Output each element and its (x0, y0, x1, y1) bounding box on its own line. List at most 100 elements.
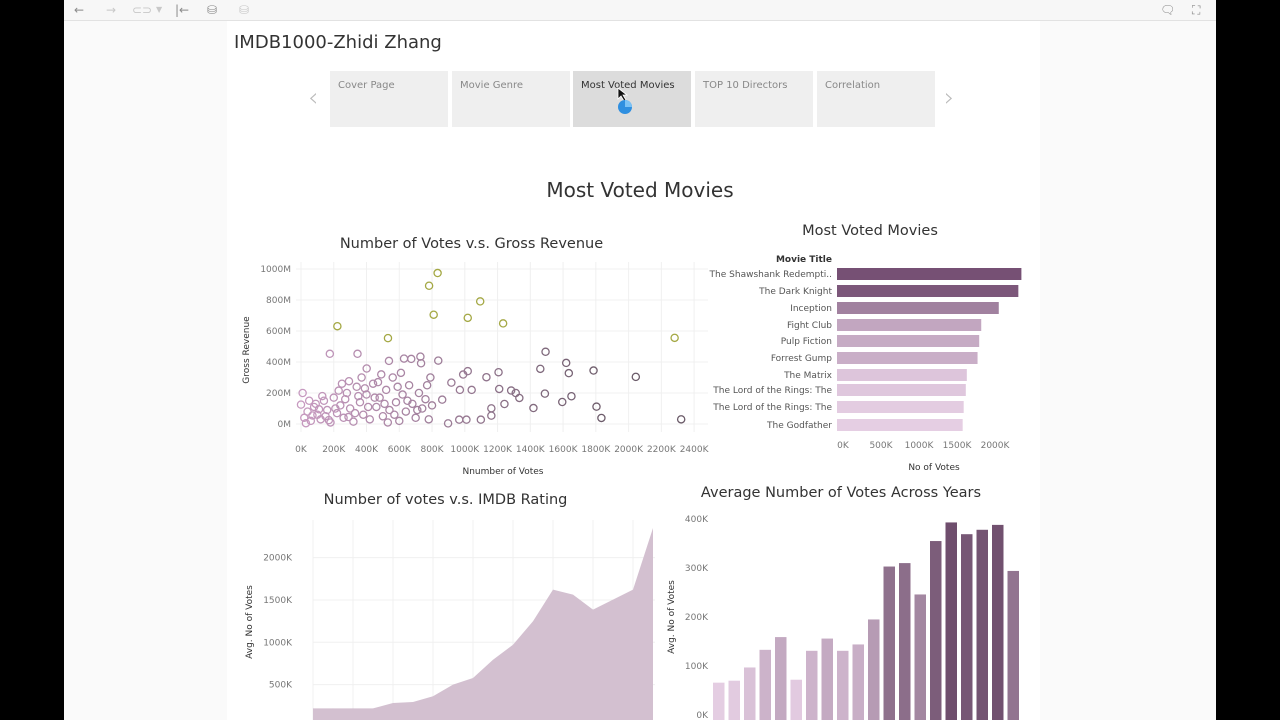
scatter-point (424, 281, 434, 290)
redo-icon[interactable]: ⊂⊃ (132, 3, 153, 17)
scatter-point (414, 388, 424, 398)
scatter-point (476, 415, 486, 424)
scatter-point (357, 373, 366, 382)
back-arrow-icon[interactable]: ← (74, 3, 85, 17)
scatter-point (344, 376, 354, 386)
x-tick-label: 200K (322, 445, 346, 455)
movie-votes-bar (837, 384, 966, 396)
scatter-point (454, 415, 464, 424)
scatter-point (511, 388, 520, 398)
y-tick-label: 1500K (263, 596, 293, 606)
year-bar (976, 529, 988, 720)
x-tick-label: 2000K (981, 441, 1011, 451)
movie-votes-bar (837, 302, 999, 314)
scatter-point (670, 333, 679, 343)
movie-title-label: Pulp Fiction (781, 337, 832, 347)
scatter-point (458, 370, 468, 379)
scatter-point (378, 411, 388, 421)
y-tick-label: 500K (269, 681, 293, 691)
x-tick-label: 2200K (647, 445, 677, 455)
scatter-point (462, 415, 471, 424)
scatter-point (390, 410, 399, 419)
x-tick-label: 2400K (680, 445, 710, 455)
row-header: Movie Title (776, 255, 832, 265)
scatter-point (455, 385, 465, 395)
tab-most-voted-movies[interactable]: Most Voted Movies (573, 71, 691, 127)
year-bar (992, 524, 1004, 720)
scatter-point (536, 364, 545, 374)
scatter-point (352, 382, 361, 392)
pause-updates-icon[interactable]: ⛁ (239, 3, 250, 17)
scatter-point (325, 349, 335, 359)
toolbar: ← → ⊂⊃ ▼ |← ⛁ ⛁ 🗨 ⛶ (64, 0, 1216, 21)
scatter-point (368, 379, 378, 388)
comment-icon[interactable]: 🗨 (1160, 3, 1176, 17)
x-tick-label: 1000K (450, 445, 480, 455)
scatter-point (463, 313, 472, 323)
movie-votes-bar (837, 285, 1019, 297)
scatter-point (434, 356, 443, 365)
scatter-point (372, 402, 381, 412)
scatter-point (482, 372, 491, 382)
scatter-point (296, 400, 306, 409)
movie-votes-bar (837, 268, 1022, 280)
year-bar (713, 682, 725, 720)
fullscreen-icon[interactable]: ⛶ (1192, 3, 1201, 17)
movie-votes-bar (837, 419, 963, 431)
tab-correlation[interactable]: Correlation (817, 71, 935, 127)
scatter-point (475, 297, 485, 306)
scatter-point (395, 416, 404, 426)
scatter-point (540, 389, 550, 398)
revert-start-icon[interactable]: |← (175, 3, 190, 17)
scatter-point (406, 354, 416, 364)
year-bar (868, 619, 880, 720)
x-tick-label: 1200K (483, 445, 513, 455)
scatter-point (385, 405, 394, 415)
scatter-point (326, 418, 335, 427)
scatter-point (342, 388, 352, 398)
y-tick-label: 2000K (263, 554, 293, 564)
scatter-point (498, 319, 508, 328)
x-tick-label: 400K (355, 445, 379, 455)
movie-title-label: The Lord of the Rings: The (712, 403, 832, 413)
scatter-point (363, 402, 373, 412)
year-bar (728, 680, 740, 720)
scatter-point (308, 411, 317, 420)
x-tick-label: 800K (420, 445, 444, 455)
dropdown-icon[interactable]: ▼ (156, 5, 163, 14)
scatter-point (592, 402, 601, 411)
forward-arrow-icon[interactable]: → (106, 3, 117, 17)
year-bar (821, 638, 833, 720)
movie-title-label: The Lord of the Rings: The (712, 386, 832, 396)
loading-cursor-icon (617, 87, 632, 114)
scatter-point (381, 385, 391, 395)
scatter-point (422, 380, 432, 390)
scatter-point (324, 415, 334, 425)
scatter-chart: 0K 200K 400K 600K 800K 1000K 1200K 1400K 1600K 18… (242, 262, 710, 477)
scatter-point (437, 395, 447, 404)
refresh-data-icon[interactable]: ⛁ (207, 3, 218, 17)
scatter-point (319, 396, 329, 405)
tabs-next-arrow-icon[interactable]: › (944, 83, 955, 113)
y-tick-label: 300K (685, 564, 709, 574)
scatter-point (360, 384, 370, 393)
scatter-point (318, 391, 327, 401)
scatter-point (597, 413, 606, 423)
tab-movie-genre[interactable]: Movie Genre (452, 71, 570, 127)
x-tick-label: 600K (388, 445, 412, 455)
scatter-point (322, 405, 332, 415)
tabs-prev-arrow-icon[interactable]: ‹ (308, 83, 319, 113)
movie-votes-bar (837, 401, 964, 413)
scatter-point (589, 366, 598, 375)
scatter-point (377, 370, 386, 379)
scatter-point (303, 407, 312, 416)
scatter-point (353, 349, 362, 359)
y-tick-label: 0K (696, 711, 709, 720)
scatter-point (567, 392, 576, 401)
tab-cover-page[interactable]: Cover Page (330, 71, 448, 127)
movie-votes-bar (837, 319, 982, 331)
scatter-chart-title: Number of Votes v.s. Gross Revenue (339, 236, 604, 252)
area-chart-title: Number of votes v.s. IMDB Rating (323, 492, 568, 508)
scatter-point (564, 368, 574, 378)
tab-top-10-directors[interactable]: TOP 10 Directors (695, 71, 813, 127)
